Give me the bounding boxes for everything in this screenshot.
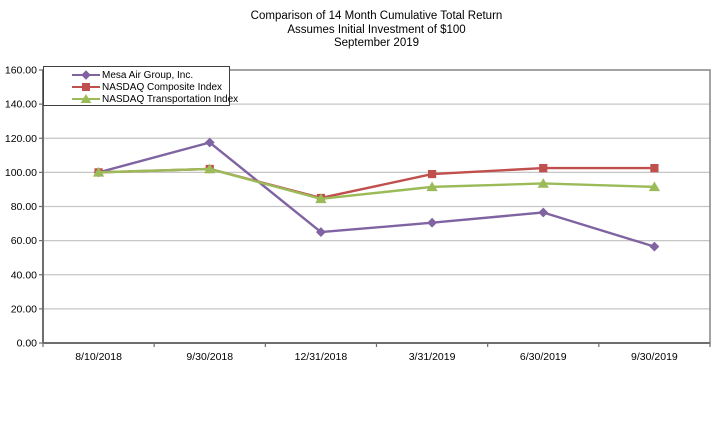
series-2-marker: [315, 193, 327, 204]
legend-label-composite: NASDAQ Composite Index: [102, 81, 223, 93]
mesa-line-marker-icon: [72, 70, 100, 80]
composite-line-marker-icon: [72, 83, 100, 91]
series-1-marker: [650, 164, 659, 173]
chart-title-line3: September 2019: [333, 37, 420, 49]
series-0-marker: [538, 207, 549, 218]
y-axis-tick-label: 140.00: [5, 99, 37, 111]
series-2-marker: [92, 166, 105, 177]
legend-item-nasdaq-composite: NASDAQ Composite Index: [44, 81, 229, 93]
series-2-marker: [537, 178, 549, 188]
legend-item-nasdaq-transportation: NASDAQ Transportation Index: [44, 93, 238, 105]
x-axis-tick-label: 6/30/2019: [520, 351, 567, 363]
y-axis-tick-label: 20.00: [11, 303, 37, 315]
series-0-marker: [316, 227, 326, 238]
x-axis-tick-label: 8/10/2018: [75, 351, 122, 363]
x-axis-tick-label: 9/30/2019: [631, 351, 678, 363]
series-1-marker: [539, 164, 548, 173]
y-axis-tick-label: 120.00: [5, 133, 37, 145]
x-axis-tick-label: 12/31/2018: [295, 351, 348, 363]
series-line-2: [98, 167, 655, 201]
x-axis-tick-label: 9/30/2018: [186, 351, 233, 363]
x-axis-tick-label: 3/31/2019: [409, 351, 456, 363]
series-2-marker: [648, 181, 661, 192]
y-axis-tick-label: 160.00: [5, 65, 37, 77]
series-2-marker: [204, 163, 216, 174]
chart-title-line1: Comparison of 14 Month Cumulative Total …: [250, 10, 503, 22]
legend: Mesa Air Group, Inc. NASDAQ Composite In…: [43, 66, 238, 106]
chart-title: Comparison of 14 Month Cumulative Total …: [43, 10, 710, 51]
series-1-marker: [427, 169, 437, 179]
series-2-marker: [426, 181, 438, 192]
y-axis-tick-label: 100.00: [5, 167, 37, 179]
series-0-marker: [649, 241, 660, 252]
transportation-line-marker-icon: [72, 94, 100, 103]
y-axis-tick-label: 40.00: [11, 269, 37, 281]
legend-item-mesa-air-group: Mesa Air Group, Inc.: [44, 69, 229, 81]
legend-label-mesa: Mesa Air Group, Inc.: [102, 69, 194, 81]
y-axis-tick-label: 80.00: [11, 201, 37, 213]
series-0-marker: [204, 137, 215, 148]
y-axis-tick-label: 0.00: [17, 338, 38, 350]
legend-label-transportation: NASDAQ Transportation Index: [102, 93, 239, 105]
series-0-marker: [427, 217, 437, 228]
y-axis-tick-label: 60.00: [11, 235, 37, 247]
chart-title-line2: Assumes Initial Investment of $100: [287, 23, 466, 36]
series-line-0: [98, 141, 655, 248]
